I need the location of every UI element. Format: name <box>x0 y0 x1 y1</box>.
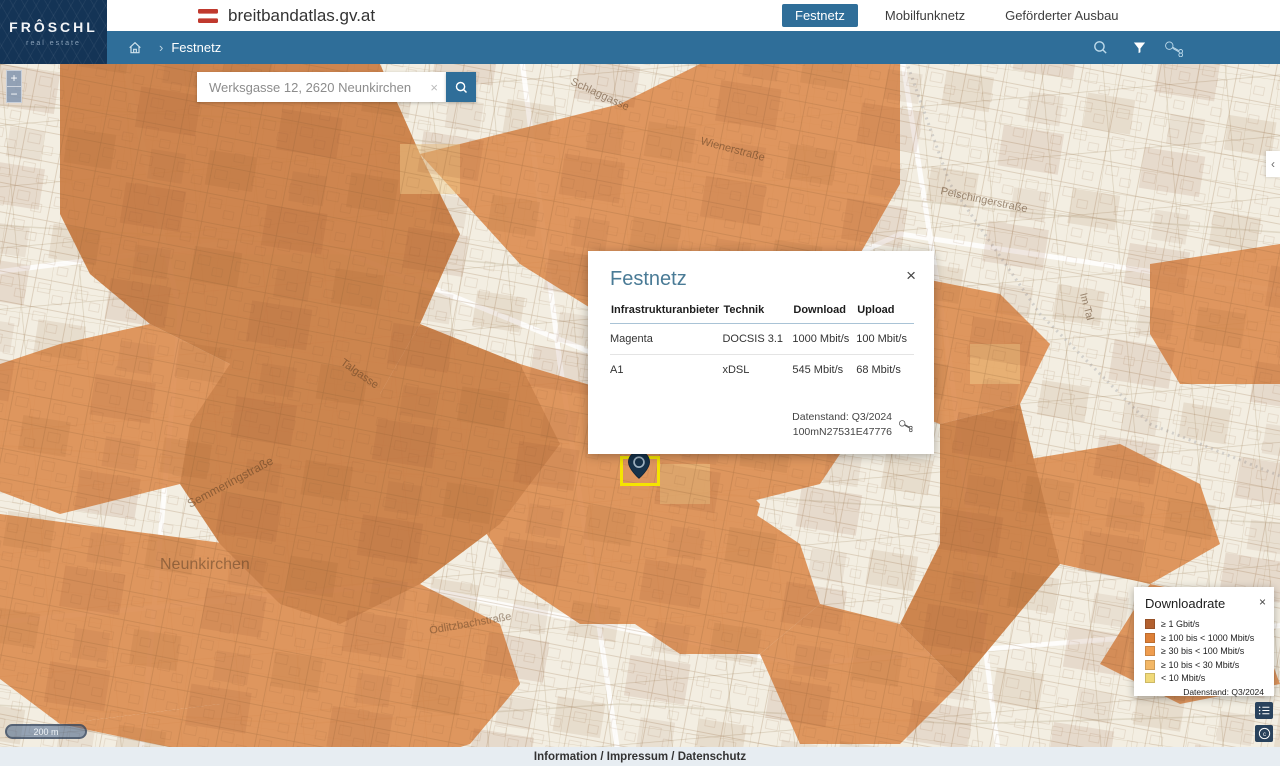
svg-text:c: c <box>1263 732 1266 738</box>
svg-text:Neunkirchen: Neunkirchen <box>160 556 250 573</box>
